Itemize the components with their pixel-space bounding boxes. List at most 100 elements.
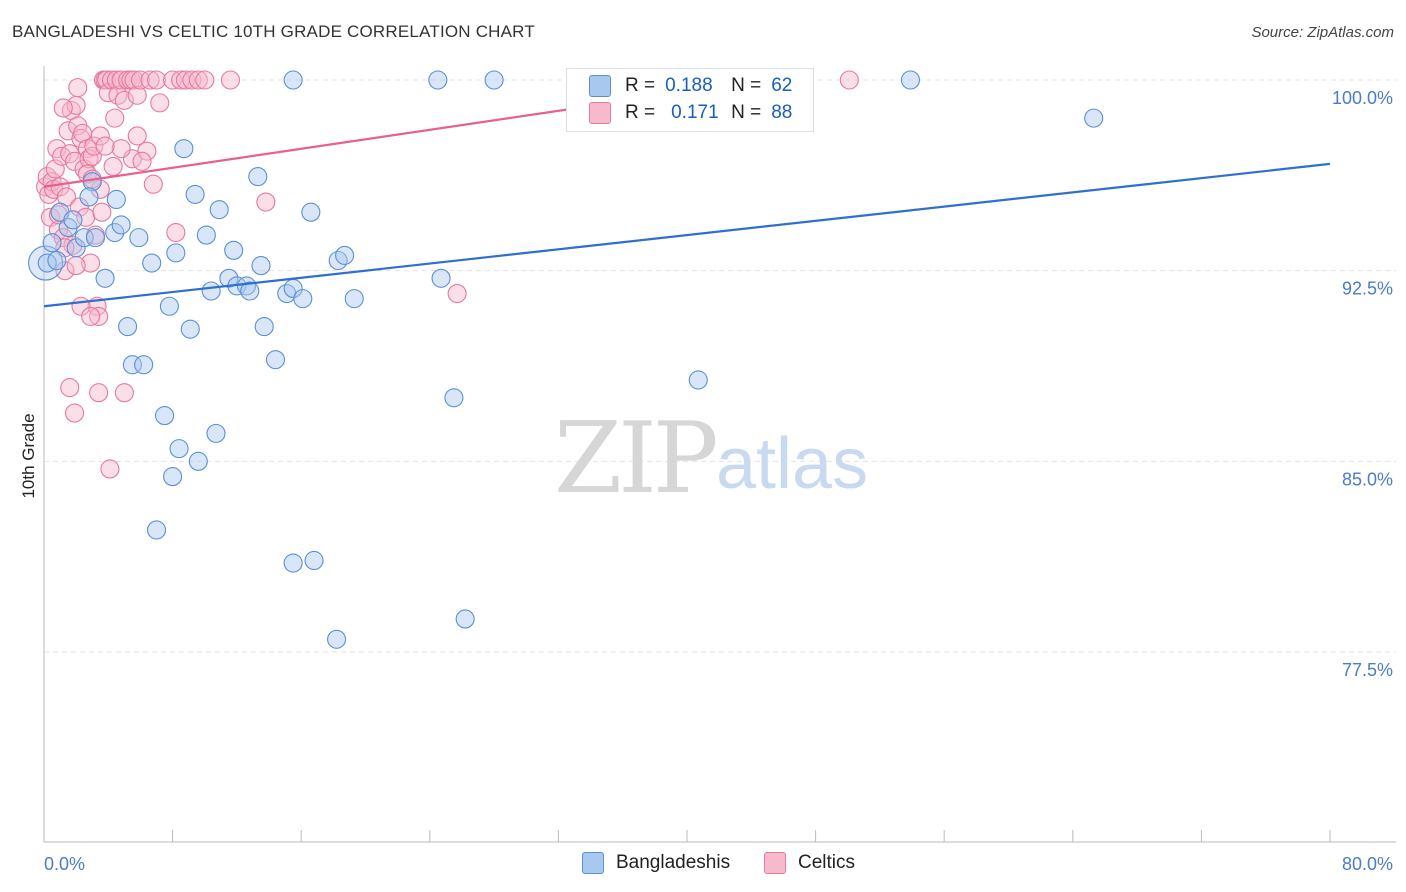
bangladeshis-point[interactable] [42, 233, 62, 253]
bangladeshis-point[interactable] [206, 423, 226, 443]
bangladeshis-point[interactable] [201, 281, 221, 301]
bangladeshis-point[interactable] [293, 289, 313, 309]
bangladeshis-point[interactable] [219, 268, 239, 288]
bangladeshis-point[interactable] [85, 228, 105, 248]
celtics-point[interactable] [103, 156, 123, 176]
celtics-point[interactable] [89, 383, 109, 403]
bangladeshis-point[interactable] [301, 202, 321, 222]
bangladeshis-point[interactable] [28, 245, 64, 281]
bangladeshis-point[interactable] [455, 609, 475, 629]
celtics-point[interactable] [140, 70, 160, 90]
celtics-point[interactable] [127, 126, 147, 146]
celtics-point[interactable] [92, 202, 112, 222]
celtics-point[interactable] [53, 228, 73, 248]
bangladeshis-point[interactable] [328, 250, 348, 271]
bangladeshis-point[interactable] [146, 520, 167, 540]
celtics-point[interactable] [220, 70, 241, 90]
bangladeshis-point[interactable] [122, 355, 142, 375]
bangladeshis-point[interactable] [900, 70, 920, 90]
celtics-point[interactable] [63, 235, 83, 255]
celtics-point[interactable] [52, 146, 72, 166]
bangladeshis-point[interactable] [47, 250, 67, 271]
celtics-point[interactable] [53, 98, 73, 118]
celtics-point[interactable] [256, 192, 276, 212]
celtics-point[interactable] [127, 85, 147, 105]
bangladeshis-point[interactable] [209, 200, 229, 220]
bangladeshis-point[interactable] [444, 388, 464, 408]
bangladeshis-point[interactable] [327, 629, 347, 649]
celtics-point[interactable] [45, 159, 65, 179]
celtics-point[interactable] [839, 70, 859, 90]
celtics-point[interactable] [124, 70, 144, 90]
bangladeshis-point[interactable] [166, 243, 186, 263]
bangladeshis-point[interactable] [344, 289, 364, 309]
bangladeshis-point[interactable] [95, 268, 115, 288]
bangladeshis-point[interactable] [688, 370, 708, 390]
celtics-point[interactable] [114, 383, 134, 403]
bangladeshis-point[interactable] [248, 167, 268, 187]
bangladeshis-point[interactable] [63, 210, 83, 230]
celtics-point[interactable] [95, 136, 115, 156]
bangladeshis-point[interactable] [163, 467, 183, 487]
celtics-point[interactable] [79, 149, 99, 169]
bangladeshis-point[interactable] [240, 281, 260, 301]
bangladeshis-point[interactable] [283, 70, 303, 90]
celtics-point[interactable] [84, 136, 104, 156]
celtics-point[interactable] [146, 70, 167, 90]
bangladeshis-point[interactable] [431, 268, 451, 288]
celtics-point[interactable] [108, 85, 128, 105]
bangladeshis-point[interactable] [254, 317, 274, 337]
bangladeshis-point[interactable] [180, 319, 200, 339]
bangladeshis-point[interactable] [111, 215, 131, 235]
celtics-point[interactable] [447, 283, 467, 304]
bangladeshis-point[interactable] [304, 550, 324, 571]
celtics-point[interactable] [137, 141, 157, 161]
celtics-point[interactable] [60, 378, 80, 398]
celtics-point[interactable] [66, 256, 86, 276]
celtics-point[interactable] [90, 126, 110, 146]
celtics-point[interactable] [55, 261, 75, 281]
celtics-point[interactable] [82, 146, 102, 166]
bangladeshis-point[interactable] [428, 70, 448, 90]
celtics-point[interactable] [68, 78, 88, 98]
bangladeshis-point[interactable] [118, 317, 138, 337]
celtics-point[interactable] [69, 197, 89, 217]
celtics-point[interactable] [111, 139, 131, 159]
bangladeshis-point[interactable] [484, 70, 504, 90]
bangladeshis-point[interactable] [169, 439, 189, 459]
celtics-point[interactable] [81, 306, 101, 326]
bangladeshis-point[interactable] [66, 238, 86, 258]
bangladeshis-point[interactable] [74, 228, 94, 248]
celtics-point[interactable] [89, 306, 109, 326]
bangladeshis-point[interactable] [129, 228, 149, 248]
celtics-point[interactable] [166, 222, 186, 243]
legend-item-celtics[interactable]: Celtics [764, 852, 855, 874]
bangladeshis-point[interactable] [159, 296, 179, 316]
bangladeshis-point[interactable] [155, 406, 175, 426]
celtics-point[interactable] [150, 93, 170, 113]
celtics-point[interactable] [64, 403, 85, 423]
celtics-point[interactable] [90, 179, 110, 199]
celtics-point[interactable] [81, 253, 101, 273]
celtics-point[interactable] [114, 90, 134, 110]
bangladeshis-point[interactable] [1084, 108, 1104, 128]
bangladeshis-point[interactable] [251, 256, 271, 276]
bangladeshis-point[interactable] [134, 355, 154, 375]
bangladeshis-point[interactable] [335, 245, 355, 265]
bangladeshis-point[interactable] [142, 253, 162, 273]
bangladeshis-point[interactable] [196, 225, 216, 245]
bangladeshis-point[interactable] [106, 189, 126, 210]
celtics-point[interactable] [132, 151, 152, 171]
bangladeshis-point[interactable] [105, 222, 125, 243]
celtics-point[interactable] [105, 108, 125, 128]
bangladeshis-point[interactable] [185, 184, 205, 204]
bangladeshis-point[interactable] [79, 187, 99, 207]
bangladeshis-point[interactable] [283, 553, 303, 573]
celtics-point[interactable] [188, 70, 208, 90]
bangladeshis-point[interactable] [265, 350, 286, 370]
bangladeshis-point[interactable] [188, 451, 208, 471]
bangladeshis-point[interactable] [224, 240, 244, 260]
celtics-point[interactable] [143, 174, 163, 194]
legend-item-bangladeshis[interactable]: Bangladeshis [582, 852, 730, 874]
bangladeshis-point[interactable] [174, 139, 194, 159]
